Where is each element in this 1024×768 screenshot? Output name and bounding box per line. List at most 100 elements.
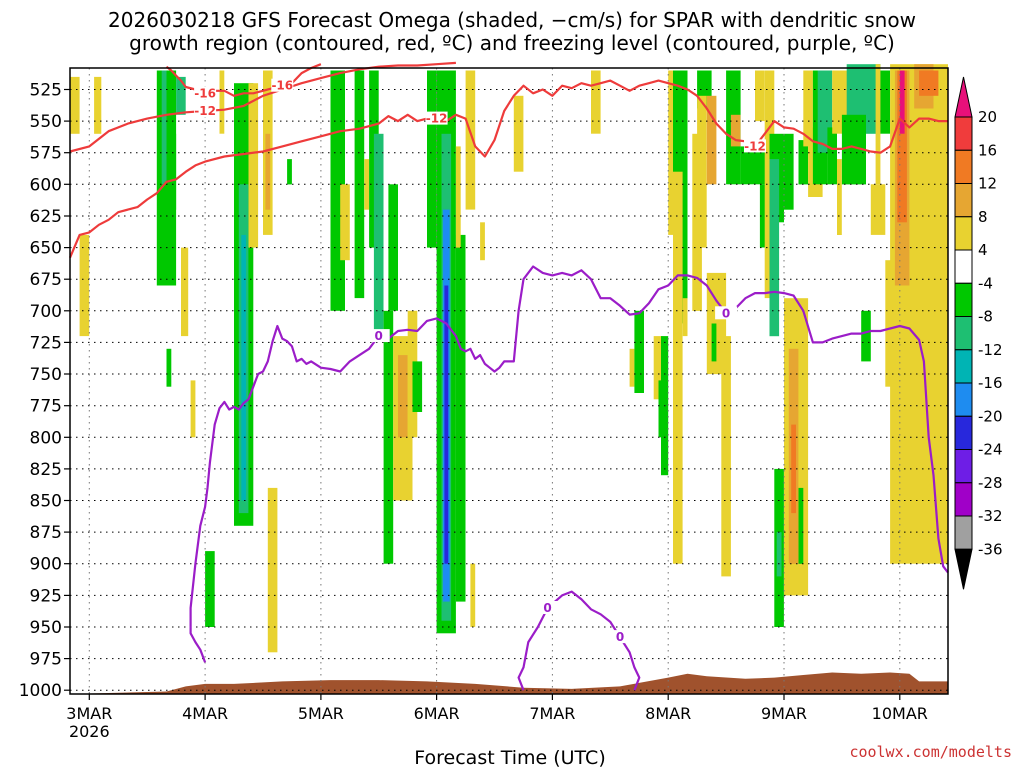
y-tick-label: 950 <box>30 618 62 638</box>
y-tick-label: 875 <box>30 523 62 543</box>
omega-cell-82 <box>837 159 842 235</box>
omega-cell-18 <box>267 487 278 653</box>
colorbar-label: 12 <box>978 175 997 193</box>
dgz-contour-label-2-0: -16 <box>194 86 216 100</box>
omega-cell-14 <box>241 234 247 501</box>
omega-cell-67 <box>769 159 780 337</box>
colorbar-label: -8 <box>978 308 993 326</box>
omega-cell-51 <box>673 171 683 564</box>
y-tick-label: 975 <box>30 650 62 670</box>
colorbar-bin-12 <box>954 515 973 550</box>
omega-cell-17 <box>265 133 271 210</box>
omega-cell-47 <box>658 380 664 438</box>
y-tick-label: 575 <box>30 144 62 164</box>
colorbar-bin-4 <box>954 249 973 284</box>
dgz-contour-line-0 <box>69 61 456 153</box>
dgz-contours: -12 -12 -12 -16 -16 <box>68 61 948 259</box>
colorbar-bin-0 <box>954 116 973 151</box>
x-tick-label: 9MAR <box>761 704 807 723</box>
omega-cell-56 <box>706 95 717 185</box>
x-axis-label: Forecast Time (UTC) <box>414 747 605 768</box>
omega-cell-95 <box>919 70 939 96</box>
dgz-contour-label-2-1: -16 <box>271 79 293 93</box>
colorbar-bin-11 <box>954 482 973 517</box>
omega-cell-73 <box>791 424 796 514</box>
colorbar-bin-8 <box>954 382 973 417</box>
omega-cell-61 <box>730 114 741 147</box>
y-tick-label: 525 <box>30 81 62 101</box>
dgz-contour-label-0-0: -12 <box>194 104 216 118</box>
omega-cell-92 <box>897 70 907 223</box>
colorbar-top-triangle <box>954 76 973 118</box>
colorbar-bin-1 <box>954 149 973 185</box>
y-tick-label: 1000 <box>19 681 62 701</box>
omega-cell-5 <box>176 76 186 115</box>
terrain-fill <box>70 672 948 694</box>
omega-cell-42 <box>513 95 524 172</box>
y-tick-label: 800 <box>30 428 62 448</box>
omega-cell-74 <box>798 487 804 564</box>
omega-cell-93 <box>899 70 905 134</box>
omega-cell-59 <box>721 336 731 577</box>
freezing-contour-line-0 <box>189 265 949 663</box>
omega-cell-41 <box>480 222 485 261</box>
omega-cell-36 <box>444 285 449 564</box>
y-tick-label: 825 <box>30 460 62 480</box>
colorbar-label: 20 <box>978 108 997 126</box>
dgz-contour-label-bg <box>194 104 217 117</box>
omega-cell-4 <box>161 70 167 185</box>
colorbar-label: -24 <box>978 441 1003 459</box>
omega-cell-15 <box>248 83 259 248</box>
omega-cell-45 <box>634 310 644 393</box>
dgz-contour-label-1-0: -12 <box>426 112 448 126</box>
y-tick-label: 925 <box>30 586 62 606</box>
dgz-contour-label-bg <box>744 139 766 153</box>
x-tick-label: 6MAR <box>414 704 460 723</box>
colorbar-label: -28 <box>978 474 1003 492</box>
omega-cell-1 <box>79 234 90 337</box>
omega-cell-19 <box>287 159 292 185</box>
omega-cell-63 <box>755 70 765 122</box>
omega-cell-46 <box>653 336 664 400</box>
y-tick-label: 600 <box>30 175 62 195</box>
omega-cell-23 <box>364 159 370 210</box>
colorbar-label: -32 <box>978 507 1003 525</box>
x-tick-label: 4MAR <box>182 704 228 723</box>
colorbar-bin-2 <box>954 183 973 218</box>
omega-cell-80 <box>827 127 837 185</box>
omega-cell-69 <box>776 532 782 577</box>
x-tick-label: 5MAR <box>298 704 344 723</box>
dgz-contour-label-bg <box>425 111 448 125</box>
freezing-contour-label-1-0: 0 <box>543 601 551 615</box>
dgz-contour-label-bg <box>271 78 294 92</box>
credit-link[interactable]: coolwx.com/modelts <box>849 743 1012 761</box>
freezing-contour-label-bg <box>367 329 390 343</box>
omega-cell-25 <box>373 133 384 337</box>
colorbar-bin-10 <box>954 449 973 484</box>
omega-cell-44 <box>629 348 635 387</box>
freezing-contour-label-bg <box>536 601 559 614</box>
omega-cell-85 <box>861 310 871 362</box>
omega-cell-76 <box>803 70 813 147</box>
freezing-contour-label-bg <box>715 306 738 320</box>
colorbar-bin-3 <box>954 216 973 251</box>
omega-cell-27 <box>388 184 398 311</box>
omega-cell-11 <box>219 70 225 134</box>
x-tick-label: 10MAR <box>872 704 928 723</box>
omega-cell-86 <box>875 64 881 185</box>
omega-cell-8 <box>181 247 189 337</box>
omega-cell-55 <box>697 95 707 248</box>
freezing-contour-label-0-1: 0 <box>722 306 730 320</box>
omega-cell-31 <box>412 361 423 412</box>
grid-lines <box>70 68 948 694</box>
omega-cell-37 <box>455 234 466 602</box>
omega-cell-29 <box>398 355 408 438</box>
omega-cell-7 <box>166 348 172 387</box>
omega-cell-43 <box>591 70 601 134</box>
omega-cell-70 <box>784 133 794 210</box>
omega-cell-0 <box>70 76 80 134</box>
y-tick-label: 625 <box>30 207 62 227</box>
omega-cell-87 <box>870 184 886 235</box>
y-axis-ticks: 525 550 575 600 625 650 675 700 725 750 775 800 825 8… <box>19 81 70 701</box>
